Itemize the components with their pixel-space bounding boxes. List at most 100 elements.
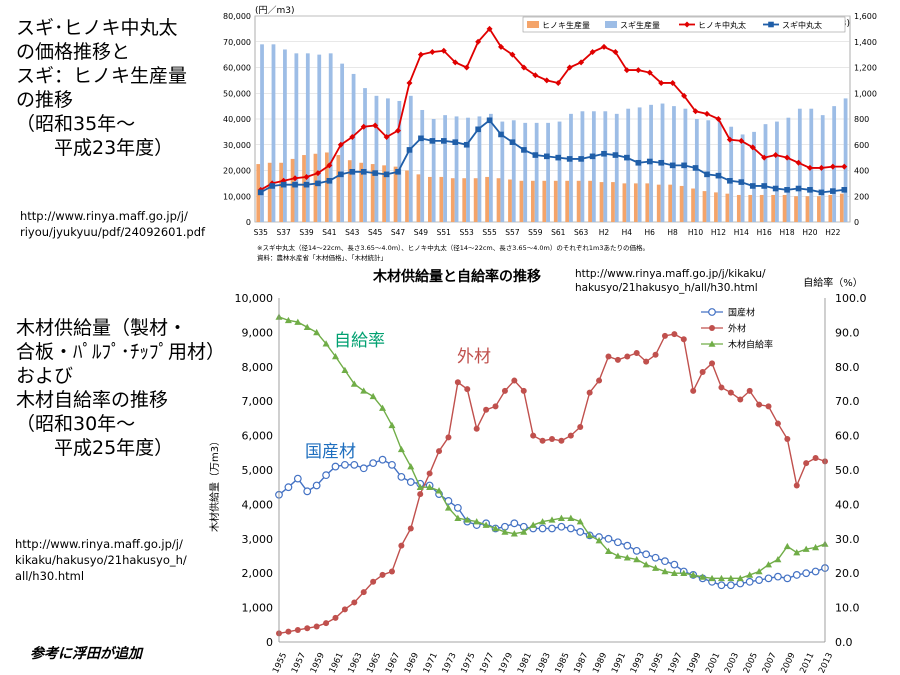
point-domestic — [632, 546, 641, 555]
point-domestic — [340, 460, 349, 469]
point-self-sufficiency — [313, 328, 321, 336]
point-self-sufficiency — [567, 514, 575, 521]
right-axis-label: 自給率（%） — [803, 276, 863, 289]
point-domestic — [350, 460, 359, 469]
point-imported — [774, 420, 781, 427]
bar-sugi-production — [420, 109, 425, 222]
point-imported — [727, 389, 734, 396]
point-hinoki-price — [795, 159, 802, 166]
inline-label-self-sufficiency: 自給率 — [334, 331, 385, 351]
x-tick-label: 1971 — [422, 651, 440, 675]
left-tick-label: 80,000 — [223, 12, 251, 21]
point-imported — [699, 368, 706, 375]
point-domestic — [331, 462, 340, 471]
bar-sugi-production — [477, 116, 482, 222]
point-self-sufficiency — [717, 574, 725, 582]
bar-hinoki-production — [782, 194, 787, 222]
bar-hinoki-production — [588, 180, 592, 222]
point-domestic — [538, 524, 547, 533]
point-imported — [323, 620, 330, 627]
point-domestic — [312, 481, 321, 490]
bar-hinoki-production — [714, 192, 718, 222]
middle-source-url[interactable]: http://www.rinya.maff.go.jp/j/kikaku/ ha… — [575, 268, 766, 294]
bar-sugi-production — [752, 131, 756, 222]
point-domestic — [566, 524, 575, 533]
bar-sugi-production — [363, 88, 367, 222]
point-sugi-price — [681, 162, 687, 169]
point-imported — [539, 437, 546, 444]
bar-hinoki-production — [439, 176, 444, 222]
bar-hinoki-production — [405, 170, 409, 222]
bar-hinoki-production — [313, 153, 318, 222]
point-imported — [379, 571, 386, 578]
bar-sugi-production — [328, 53, 333, 223]
right-tick-label: 1,000 — [854, 89, 877, 98]
x-tick-label: 1989 — [591, 651, 609, 675]
point-hinoki-price — [292, 175, 299, 182]
top-chart-source-url[interactable]: http://www.rinya.maff.go.jp/j/ riyou/jyu… — [20, 209, 206, 239]
bar-hinoki-production — [668, 184, 673, 222]
bar-hinoki-production — [828, 194, 833, 222]
point-hinoki-price — [703, 110, 710, 117]
point-imported — [549, 436, 555, 443]
point-self-sufficiency — [680, 569, 688, 576]
point-domestic — [576, 528, 585, 536]
point-hinoki-price — [635, 67, 642, 74]
bottom-chart-source-url[interactable]: http://www.rinya.maff.go.jp/j/ kikaku/ha… — [15, 537, 187, 583]
line-series — [257, 25, 848, 196]
point-self-sufficiency — [322, 340, 330, 347]
point-self-sufficiency — [529, 521, 537, 528]
line-series — [275, 313, 829, 637]
point-hinoki-price — [669, 79, 676, 86]
bar-sugi-production — [832, 106, 837, 222]
right-tick-label: 1,200 — [854, 64, 877, 73]
point-domestic — [670, 560, 679, 569]
right-tick-label: 10.0 — [835, 602, 860, 615]
x-tick-label: 1981 — [516, 651, 534, 675]
point-imported — [812, 454, 819, 461]
bar-hinoki-production — [485, 176, 489, 222]
x-tick-label: 1975 — [459, 651, 477, 675]
point-imported — [370, 578, 377, 585]
x-tick-label: 1961 — [328, 651, 346, 675]
bottom-chart-caption: 木材供給量（製材・ 合板・ﾊﾟﾙﾌﾟ･ﾁｯﾌﾟ用材） および 木材自給率の推移 … — [16, 317, 226, 459]
point-sugi-price — [406, 147, 413, 153]
chart-title: 木材供給量と自給率の推移 — [372, 268, 541, 285]
point-imported — [577, 424, 584, 430]
point-sugi-price — [601, 150, 607, 157]
point-hinoki-price — [555, 79, 562, 86]
legend-label-sugi-price: スギ中丸太 — [782, 20, 822, 30]
point-self-sufficiency — [341, 366, 349, 374]
bar-hinoki-production — [336, 155, 341, 222]
x-tick-label: S63 — [574, 228, 589, 237]
point-imported — [332, 614, 339, 621]
x-tick-label: H8 — [667, 228, 678, 237]
point-hinoki-price — [543, 77, 550, 84]
bar-sugi-production — [557, 121, 562, 222]
point-domestic — [510, 519, 519, 528]
point-self-sufficiency — [444, 504, 452, 511]
point-hinoki-price — [349, 134, 356, 141]
point-sugi-price — [452, 139, 459, 145]
left-tick-label: 20,000 — [223, 167, 251, 176]
point-imported — [596, 377, 603, 384]
point-sugi-price — [543, 153, 550, 160]
point-domestic — [613, 538, 622, 547]
point-self-sufficiency — [736, 574, 744, 582]
price-production-chart: (円／m3) (万m3) 010,00020,00030,00040,00050… — [223, 5, 877, 262]
bar-hinoki-production — [817, 196, 821, 222]
point-sugi-price — [749, 183, 756, 189]
point-sugi-price — [635, 159, 642, 166]
x-tick-label: H22 — [825, 228, 840, 237]
point-domestic — [726, 581, 735, 590]
point-imported — [558, 437, 565, 444]
point-domestic — [293, 474, 302, 483]
point-sugi-price — [395, 168, 401, 175]
point-imported — [454, 379, 461, 386]
bar-sugi-production — [591, 111, 596, 222]
point-sugi-price — [830, 188, 836, 194]
point-domestic — [397, 472, 406, 481]
point-hinoki-price — [475, 38, 482, 45]
point-imported — [501, 387, 508, 394]
